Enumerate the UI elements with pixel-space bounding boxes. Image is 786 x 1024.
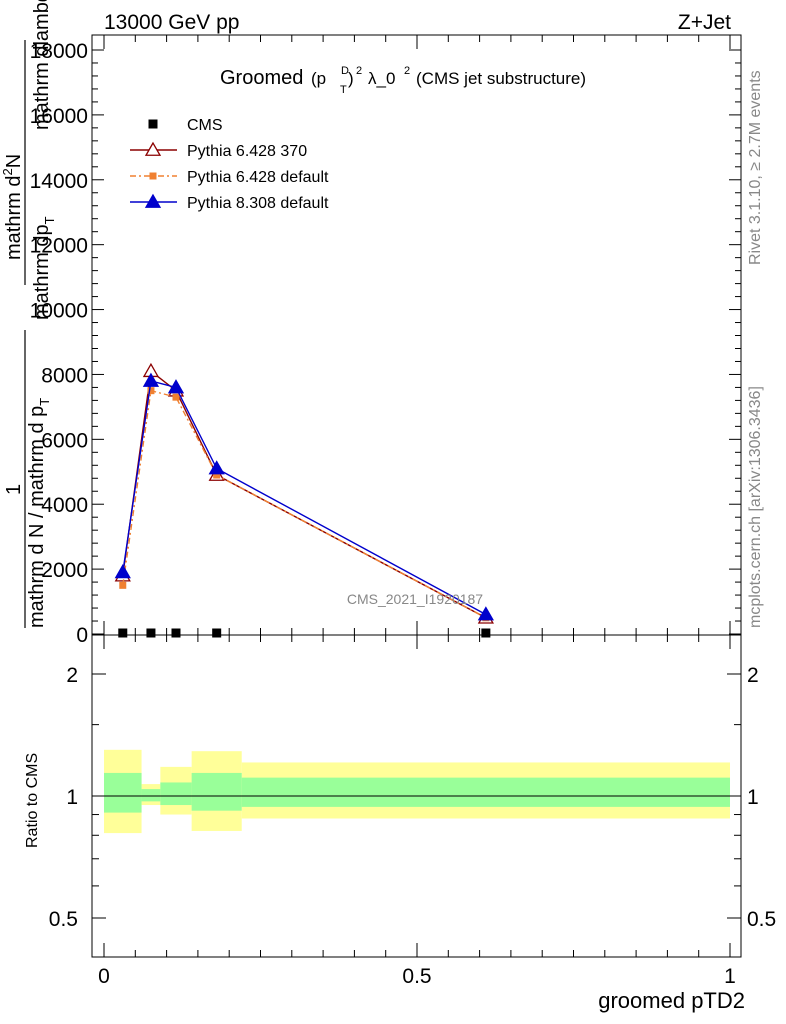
ratio-y-tick-label: 2 — [66, 664, 78, 687]
ratio-inner-band — [104, 772, 142, 813]
main-y-tick-label: 18000 — [30, 40, 88, 63]
ratio-y-tick-label-right: 2 — [747, 664, 759, 687]
header-right: Z+Jet — [678, 11, 731, 34]
data-point-pythia-8-308-default — [142, 372, 160, 387]
title-p-close: ) — [348, 69, 354, 88]
ratio-y-tick-label-right: 0.5 — [747, 908, 776, 931]
legend-marker-pythia-6-428-default — [149, 172, 157, 180]
main-series-group — [114, 362, 494, 638]
data-point-pythia-6-428-default — [172, 393, 180, 401]
data-point-pythia-8-308-default — [477, 606, 494, 621]
ratio-y-tick-label-right: 1 — [747, 786, 759, 809]
main-x-ticks — [103, 35, 731, 635]
title-p-super-2: 2 — [356, 65, 362, 77]
main-y-tick-label: 4000 — [41, 494, 88, 517]
ylabel-denominator: mathrm d N / mathrm d pT — [26, 398, 52, 628]
main-plot-panel: 0 2000 4000 6000 8000 10000 12000 14000 16000 180… — [0, 0, 742, 647]
plot-title: Groomed (p D T ) 2 λ_0 2 (CMS jet substr… — [220, 65, 586, 96]
series-line-pythia-6-428-default — [122, 389, 487, 619]
title-p-super-D: D — [341, 65, 349, 77]
legend-marker-pythia-8-308-default — [144, 193, 162, 208]
ylabel-dpt-top: mathrm dpT — [31, 216, 57, 320]
data-point-pythia-8-308-default — [167, 379, 185, 394]
ratio-inner-band — [191, 772, 242, 811]
ratio-x-tick-label: 1 — [724, 965, 736, 988]
analysis-watermark: CMS_2021_I1920187 — [347, 591, 483, 607]
data-point-cms — [481, 628, 491, 638]
legend: CMS Pythia 6.428 370 Pythia 6.428 default P… — [130, 117, 329, 212]
header-left: 13000 GeV pp — [104, 11, 239, 34]
legend-marker-cms — [148, 119, 158, 129]
main-plot-frame — [91, 34, 742, 636]
main-y-tick-label: 16000 — [30, 105, 88, 128]
data-point-pythia-6-428-default — [119, 581, 127, 589]
ratio-x-ticks: 0 0.5 1 — [98, 635, 736, 988]
ratio-inner-band — [141, 789, 161, 802]
title-p-sub-T: T — [340, 84, 347, 96]
ratio-inner-band — [241, 777, 730, 807]
legend-label-pythia-8-308-default: Pythia 8.308 default — [187, 195, 329, 212]
data-point-pythia-8-308-default — [114, 564, 131, 579]
ylabel-d2n: mathrm d2N — [0, 154, 25, 260]
main-y-ticks: 0 2000 4000 6000 8000 10000 12000 14000 16000 180… — [30, 40, 741, 647]
ratio-plot-panel: 0.5 0.51 12 2 0 0.5 1 Ratio to CMS groomed pT… — [24, 634, 776, 1013]
main-y-tick-label: 10000 — [30, 300, 88, 323]
data-point-cms — [118, 628, 128, 638]
main-y-tick-label: 0 — [76, 624, 88, 647]
ratio-uncertainty-bands — [104, 749, 730, 834]
x-axis-label: groomed pTD2 — [598, 988, 745, 1013]
legend-label-pythia-6-428-default: Pythia 6.428 default — [187, 169, 329, 186]
title-lambda: λ_0 — [368, 69, 395, 88]
legend-label-cms: CMS — [187, 117, 223, 134]
main-y-tick-label: 2000 — [41, 559, 88, 582]
title-paren-text: (CMS jet substructure) — [416, 69, 586, 88]
data-point-cms — [212, 628, 222, 638]
ratio-y-axis-label: Ratio to CMS — [24, 753, 41, 848]
title-groomed: Groomed — [220, 67, 303, 89]
ratio-y-tick-label: 1 — [66, 786, 78, 809]
title-p-open: (p — [311, 69, 326, 88]
rivet-version-text: Rivet 3.1.10, ≥ 2.7M events — [747, 70, 764, 265]
ylabel-one: 1 — [3, 484, 25, 495]
data-point-pythia-8-308-default — [208, 460, 225, 475]
data-point-pythia-6-428-default — [213, 471, 221, 479]
title-lambda-super-2: 2 — [404, 65, 410, 77]
data-point-cms — [146, 628, 156, 638]
ratio-y-ticks: 0.5 0.5 1 1 2 2 — [49, 664, 776, 931]
legend-marker-pythia-6-428-370 — [144, 141, 162, 156]
ratio-x-tick-label: 0.5 — [402, 965, 431, 988]
data-point-pythia-6-428-default — [147, 387, 155, 395]
legend-label-pythia-6-428-370: Pythia 6.428 370 — [187, 143, 307, 160]
ratio-inner-band — [160, 782, 192, 806]
mcplots-reference-text: mcplots.cern.ch [arXiv:1306.3436] — [747, 386, 764, 628]
main-y-axis-label: mathrm d2N mathrm dlambda mathrm dpT 1 m… — [0, 0, 57, 628]
main-y-tick-label: 6000 — [41, 429, 88, 452]
ratio-x-tick-label: 0 — [98, 965, 110, 988]
data-point-cms — [171, 628, 181, 638]
main-y-tick-label: 14000 — [30, 170, 88, 193]
main-y-tick-label: 12000 — [30, 235, 88, 258]
main-y-tick-label: 8000 — [41, 364, 88, 387]
ylabel-dlambda: mathrm dlambda — [31, 0, 53, 130]
ratio-y-tick-label: 0.5 — [49, 908, 78, 931]
